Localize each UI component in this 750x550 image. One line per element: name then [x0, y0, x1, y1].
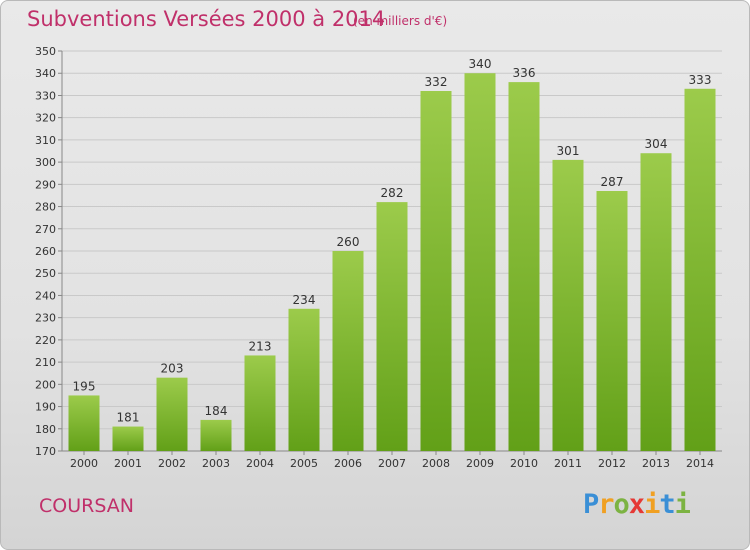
y-tick-label: 310 — [35, 134, 56, 147]
bar-2012 — [596, 191, 628, 451]
x-tick-label-2011: 2011 — [554, 457, 582, 470]
y-tick-label: 260 — [35, 245, 56, 258]
bar-2003 — [200, 419, 232, 451]
chart-subtitle: (en milliers d'€) — [353, 14, 448, 28]
y-tick-label: 290 — [35, 178, 56, 191]
y-tick-label: 180 — [35, 423, 56, 436]
x-tick-label-2010: 2010 — [510, 457, 538, 470]
x-tick-label-2007: 2007 — [378, 457, 406, 470]
data-label-2008: 332 — [425, 75, 448, 89]
logo-letter: i — [644, 489, 660, 520]
x-tick-label-2008: 2008 — [422, 457, 450, 470]
y-tick-label: 230 — [35, 312, 56, 325]
y-tick-label: 250 — [35, 267, 56, 280]
data-label-2001: 181 — [117, 411, 140, 425]
x-tick-label-2005: 2005 — [290, 457, 318, 470]
logo-letter: r — [598, 489, 614, 520]
bar-2006 — [332, 251, 364, 451]
bar-2013 — [640, 153, 672, 451]
y-tick-label: 340 — [35, 67, 56, 80]
logo-letter: P — [583, 489, 599, 520]
x-tick-label-2013: 2013 — [642, 457, 670, 470]
chart-title: Subventions Versées 2000 à 2014 — [27, 7, 386, 31]
data-label-2000: 195 — [73, 379, 96, 393]
data-label-2010: 336 — [513, 66, 536, 80]
x-tick-label-2002: 2002 — [158, 457, 186, 470]
bar-2009 — [464, 73, 496, 451]
y-tick-label: 270 — [35, 223, 56, 236]
x-tick-label-2014: 2014 — [686, 457, 714, 470]
bar-2002 — [156, 377, 188, 451]
y-tick-label: 320 — [35, 112, 56, 125]
y-tick-label: 170 — [35, 445, 56, 458]
x-tick-label-2004: 2004 — [246, 457, 274, 470]
y-tick-label: 240 — [35, 289, 56, 302]
bar-2007 — [376, 202, 408, 451]
data-label-2005: 234 — [293, 293, 316, 307]
bar-2008 — [420, 91, 452, 451]
data-label-2007: 282 — [381, 186, 404, 200]
bar-2000 — [68, 395, 100, 451]
y-tick-label: 280 — [35, 201, 56, 214]
data-label-2006: 260 — [337, 235, 360, 249]
bar-2001 — [112, 426, 144, 451]
bar-2005 — [288, 308, 320, 451]
x-tick-label-2006: 2006 — [334, 457, 362, 470]
logo-letter: i — [674, 489, 691, 520]
y-tick-label: 350 — [35, 45, 56, 58]
bar-2010 — [508, 82, 540, 451]
data-label-2009: 340 — [469, 57, 492, 71]
x-tick-label-2012: 2012 — [598, 457, 626, 470]
x-tick-label-2003: 2003 — [202, 457, 230, 470]
logo-letter: x — [628, 489, 645, 520]
y-tick-label: 190 — [35, 401, 56, 414]
data-label-2002: 203 — [161, 362, 184, 376]
y-tick-label: 200 — [35, 378, 56, 391]
proxiti-logo: Proxiti — [583, 489, 691, 520]
data-label-2003: 184 — [205, 404, 228, 418]
bar-2011 — [552, 159, 584, 451]
x-tick-label-2000: 2000 — [70, 457, 98, 470]
data-label-2014: 333 — [689, 73, 712, 87]
y-tick-label: 220 — [35, 334, 56, 347]
y-tick-label: 210 — [35, 356, 56, 369]
y-tick-label: 330 — [35, 89, 56, 102]
x-tick-label-2001: 2001 — [114, 457, 142, 470]
y-tick-label: 300 — [35, 156, 56, 169]
bar-2004 — [244, 355, 276, 451]
bar-2014 — [684, 88, 716, 452]
data-label-2011: 301 — [557, 144, 580, 158]
logo-letter: o — [613, 489, 630, 520]
data-label-2012: 287 — [601, 175, 624, 189]
x-tick-label-2009: 2009 — [466, 457, 494, 470]
logo-letter: t — [659, 489, 675, 520]
data-label-2004: 213 — [249, 339, 272, 353]
data-label-2013: 304 — [645, 137, 668, 151]
location-label: COURSAN — [39, 495, 134, 517]
